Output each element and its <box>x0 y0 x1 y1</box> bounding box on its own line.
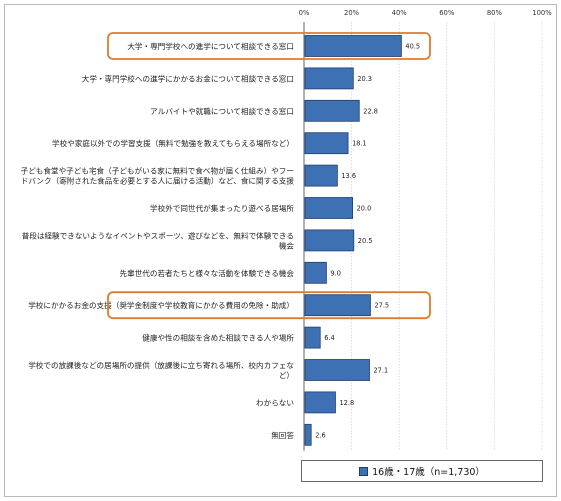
bar-value-label: 27.5 <box>374 302 389 310</box>
bar <box>304 197 353 219</box>
bar-value-label: 13.6 <box>341 172 356 180</box>
category-label: 健康や性の相談を含めた相談できる人や場所 <box>142 333 294 343</box>
bar-value-label: 12.8 <box>339 399 354 407</box>
category-label: 普段は経験できないようなイベントやスポーツ、遊びなどを、無料で体験できる <box>22 230 294 240</box>
x-tick-label: 80% <box>487 9 503 17</box>
x-axis-ticks: 0% 20% 40% 60% 80% 100% <box>299 9 553 17</box>
legend: 16歳・17歳（n=1,730） <box>301 460 543 482</box>
bar-value-label: 9.0 <box>330 269 341 277</box>
x-tick-label: 60% <box>439 9 455 17</box>
bar <box>304 261 327 284</box>
highlight-box <box>107 291 431 320</box>
bar-value-label: 40.5 <box>405 43 420 51</box>
bar <box>304 164 338 187</box>
bar <box>304 99 360 122</box>
bars <box>304 35 402 446</box>
bar <box>304 229 355 252</box>
bar-value-label: 20.0 <box>357 205 372 213</box>
bar <box>304 294 371 317</box>
highlight-box <box>107 32 431 60</box>
category-label: 先輩世代の若者たちと様々な活動を体験できる機会 <box>119 268 294 278</box>
category-label: 学校外で同世代が集まったり遊べる居場所 <box>150 203 294 213</box>
bar <box>304 359 370 381</box>
bar <box>304 391 336 414</box>
bar-value-label: 20.5 <box>358 237 373 245</box>
bar-value-label: 20.3 <box>357 75 372 83</box>
bar-value-label: 22.8 <box>363 107 378 115</box>
x-tick-label: 100% <box>532 9 552 17</box>
bar <box>304 132 349 155</box>
bar-value-label: 27.1 <box>373 367 388 375</box>
category-label: 子ども食堂や子ども宅食（子どもがいる家に無料で食べ物が届く仕組み）やフー <box>21 166 294 176</box>
legend-swatch <box>359 466 369 476</box>
x-tick-label: 0% <box>299 9 310 17</box>
bar-value-label: 18.1 <box>352 140 367 148</box>
bar <box>304 326 321 349</box>
x-tick-label: 20% <box>344 9 360 17</box>
category-label: アルバイトや就職について相談できる窓口 <box>150 106 294 116</box>
bar <box>304 67 354 90</box>
bar <box>304 35 402 57</box>
bar <box>304 423 312 446</box>
category-label: ドバンク（寄附された食品を必要とする人に届ける活動）など、食に関する支援 <box>21 176 295 186</box>
legend-label: 16歳・17歳（n=1,730） <box>372 467 485 478</box>
x-tick-label: 40% <box>392 9 408 17</box>
category-label: 機会 <box>279 240 295 250</box>
bar-value-label: 2.6 <box>315 431 326 439</box>
category-labels: 大学・専門学校への進学について相談できる窓口大学・専門学校への進学にかかるお金に… <box>21 41 295 440</box>
category-label: 大学・専門学校への進学について相談できる窓口 <box>127 41 294 51</box>
value-labels: 40.5 20.3 22.8 18.1 13.6 20.0 20.5 9.0 27.5 6.4 27… <box>315 43 420 440</box>
category-label: 学校での放課後などの居場所の提供（放課後に立ち寄れる場所、校内カフェな <box>28 360 294 370</box>
category-label: 大学・専門学校への進学にかかるお金について相談できる窓口 <box>82 73 294 83</box>
chart-frame <box>4 4 557 497</box>
category-label: 学校にかかるお金の支援（奨学金制度や学校教育にかかる費用の免除・助成） <box>28 300 294 310</box>
category-label: ど） <box>279 371 294 380</box>
bar-value-label: 6.4 <box>324 334 335 342</box>
category-label: 無回答 <box>271 430 294 440</box>
category-label: 学校や家庭以外での学習支援（無料で勉強を教えてもらえる場所など） <box>52 138 294 148</box>
highlight-boxes <box>107 32 431 320</box>
category-label: わからない <box>256 398 294 407</box>
